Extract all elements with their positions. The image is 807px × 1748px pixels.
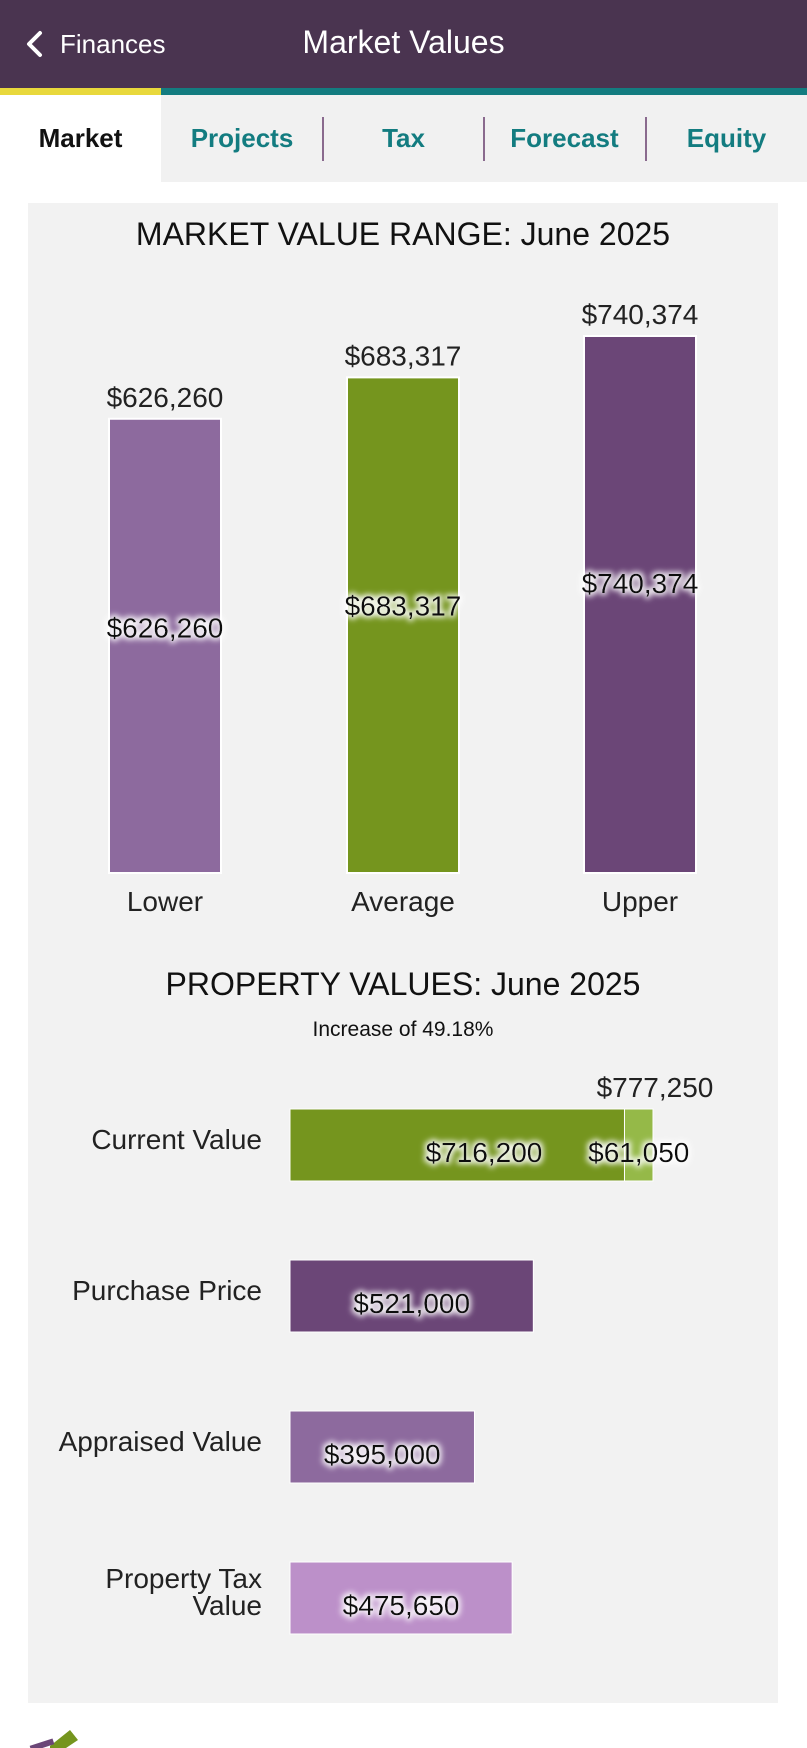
- hbar-property-tax-value: [289, 1561, 513, 1635]
- bar-inner-value-label: $740,374: [582, 568, 699, 599]
- tab-forecast[interactable]: Forecast: [510, 123, 619, 153]
- tab-active-indicator: [0, 88, 161, 95]
- tab-market[interactable]: Market: [0, 95, 161, 182]
- bar-inner-value-label: $626,260: [107, 613, 224, 644]
- tab-projects[interactable]: Projects: [190, 123, 294, 153]
- brand-logo-icon: [29, 1730, 78, 1748]
- market-range-title: MARKET VALUE RANGE: June 2025: [135, 216, 671, 252]
- back-label: Finances: [60, 28, 166, 59]
- hbar-value-label: $475,650: [343, 1590, 460, 1621]
- page-title: Market Values: [302, 24, 505, 60]
- bar-inner-value-label: $683,317: [345, 590, 462, 621]
- bar-category-label: Average: [351, 886, 455, 917]
- hbar-value-label: $395,000: [324, 1439, 441, 1470]
- bar-value-label: $740,374: [582, 299, 699, 330]
- bar-category-label: Upper: [602, 886, 678, 917]
- tab-bar-accent: [161, 88, 807, 95]
- tab-divider: [483, 117, 485, 161]
- hbar-appraised-value: [289, 1410, 475, 1484]
- bar-lower: [108, 417, 222, 874]
- chevron-left-icon: [27, 31, 42, 57]
- back-button[interactable]: Finances: [24, 26, 166, 62]
- hbar-category-label: Value: [192, 1590, 262, 1621]
- hbar-category-label: Property Tax: [105, 1563, 262, 1594]
- property-values-subtitle: Increase of 49.18%: [312, 1018, 494, 1041]
- hbar-category-label: Current Value: [91, 1124, 262, 1155]
- hbar-value-label: $521,000: [353, 1288, 470, 1319]
- hbar-increase-value-label: $61,050: [588, 1137, 689, 1168]
- top-app-bar: Finances Market Values: [0, 0, 807, 88]
- tab-equity[interactable]: Equity: [686, 123, 767, 153]
- bar-category-label: Lower: [127, 886, 203, 917]
- bar-value-label: $626,260: [107, 382, 224, 413]
- hbar-value-label: $716,200: [426, 1137, 543, 1168]
- hbar-total-label: $777,250: [597, 1072, 714, 1103]
- tab-tax[interactable]: Tax: [382, 123, 425, 153]
- hbar-category-label: Purchase Price: [72, 1275, 262, 1306]
- tab-divider: [322, 117, 324, 161]
- bar-average: [346, 376, 460, 874]
- bar-upper: [583, 335, 697, 874]
- bar-value-label: $683,317: [345, 340, 462, 371]
- hbar-purchase-price: [289, 1259, 534, 1333]
- hbar-increase-segment: [623, 1108, 654, 1182]
- hbar-category-label: Appraised Value: [59, 1426, 262, 1457]
- tab-divider: [645, 117, 647, 161]
- property-values-title: PROPERTY VALUES: June 2025: [165, 966, 641, 1002]
